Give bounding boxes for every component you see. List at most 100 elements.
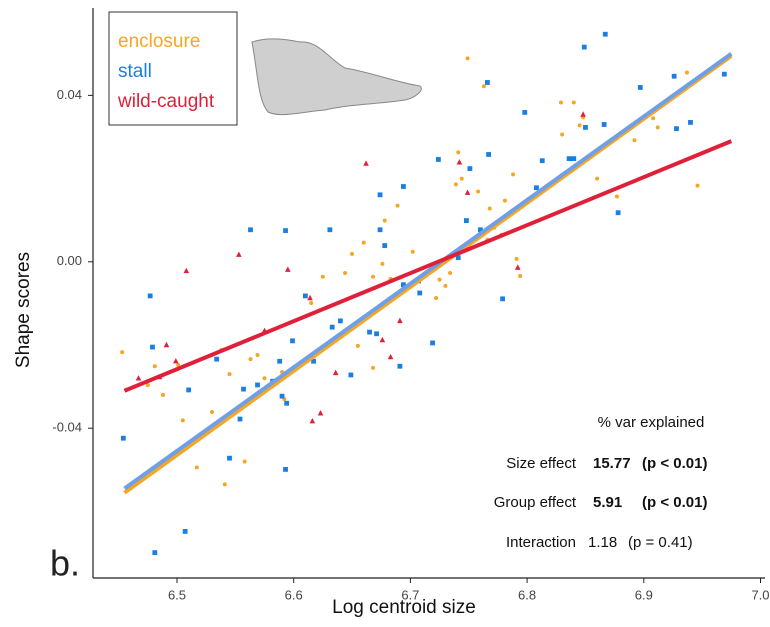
point [539,158,545,164]
point [194,465,199,470]
point [237,416,243,422]
point [655,125,660,130]
point [502,198,507,203]
point [222,482,227,487]
point [302,293,308,299]
x-tick-label: 6.6 [285,587,303,602]
point [583,125,588,130]
point [514,264,521,270]
point [595,176,600,181]
point [377,192,383,198]
point [448,271,453,276]
point [455,255,461,261]
point [464,218,469,224]
point [465,56,470,61]
point [135,375,142,381]
point [684,70,689,75]
point [210,409,215,414]
point [580,111,586,117]
point [277,358,283,364]
point [400,282,406,288]
point [601,122,607,127]
point [241,386,246,392]
point [248,357,253,362]
stats-value: 5.91 [593,494,622,511]
point [371,274,376,279]
point [120,435,126,441]
stats-p: (p < 0.01) [642,455,707,472]
panel-label: b. [50,543,80,584]
point [182,529,188,534]
x-axis-title: Log centroid size [332,597,476,618]
point [163,341,170,348]
point [459,176,464,181]
point [290,338,295,344]
point [248,227,253,233]
point [371,365,376,370]
point [120,350,125,355]
point [180,418,185,423]
point [329,324,335,330]
point [279,393,285,399]
stats-label: Size effect [506,455,577,472]
point [614,194,619,199]
point [485,80,490,85]
point [379,336,386,343]
point [214,356,220,362]
point [688,120,693,125]
point [410,249,415,254]
point [255,382,260,388]
x-tick-label: 6.8 [518,587,536,602]
point [430,340,435,346]
stats-table: % var explained Size effect 15.77 (p < 0… [494,414,708,551]
point [242,459,247,464]
point [343,271,348,276]
x-tick-label: 6.9 [635,587,653,602]
point [317,410,324,416]
point [145,382,150,387]
y-tick-label: 0.04 [57,87,82,102]
point [453,182,458,187]
point [236,251,242,257]
point [397,317,403,324]
point [437,277,442,282]
y-tick-label: -0.04 [52,420,82,435]
point [571,156,577,162]
legend: enclosure stall wild-caught [108,11,238,126]
point [456,150,461,155]
stats-value: 1.18 [588,534,617,551]
legend-box [108,11,238,126]
point [387,353,394,360]
point [558,100,563,105]
point [522,110,528,115]
point [363,160,369,166]
point [581,44,587,50]
point [478,227,483,233]
point [337,318,343,324]
point [534,185,539,191]
point [671,73,677,79]
point [456,159,463,165]
point [571,100,576,105]
point [674,126,679,132]
point [284,400,290,406]
point [476,189,481,194]
stats-p: (p < 0.01) [642,494,707,511]
point [382,243,388,248]
point [348,372,354,378]
point [380,261,385,266]
point [464,189,471,195]
point [481,84,486,89]
stats-heading: % var explained [598,414,705,431]
point [486,152,491,157]
point [361,240,366,245]
point [417,290,423,296]
stats-label: Interaction [506,534,576,551]
point [632,138,637,143]
point [283,467,288,472]
point [397,363,403,369]
point [320,274,325,279]
legend-label: stall [118,61,152,82]
point [487,206,492,211]
